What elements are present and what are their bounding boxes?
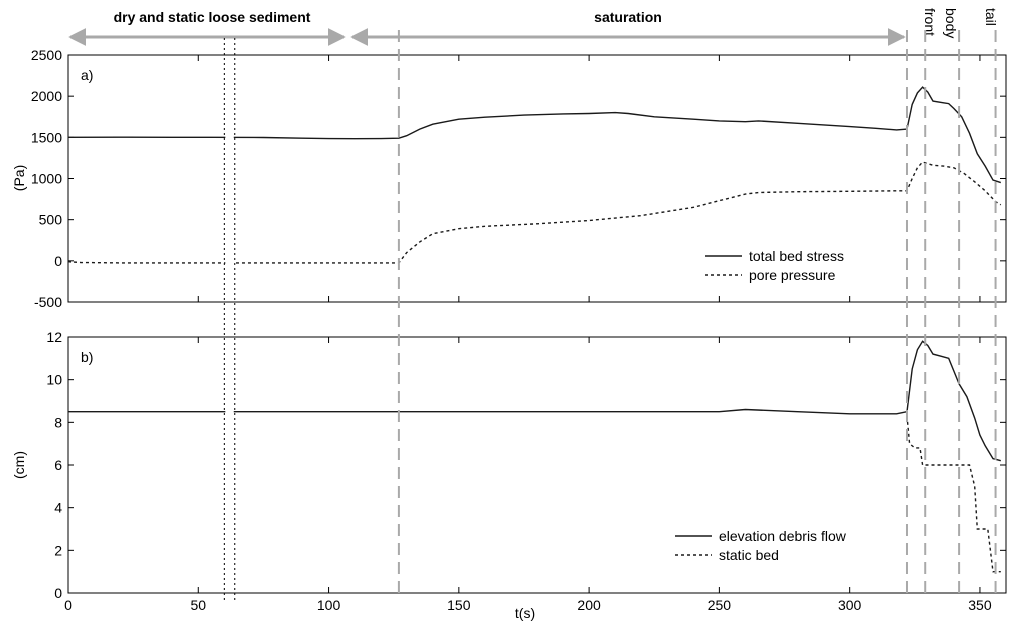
y-tick-label: 0 (54, 585, 62, 601)
panel-a-ticks: -500 0 500 1000 1500 2000 2500 (31, 47, 1006, 310)
y-tick-label: 1500 (31, 129, 62, 145)
legend-elevation-debris-flow: elevation debris flow (719, 528, 847, 544)
legend-total-bed-stress: total bed stress (749, 248, 844, 264)
y-tick-label: 10 (46, 372, 62, 388)
series-static-bed (906, 415, 1001, 573)
y-tick-label: 2 (54, 542, 62, 558)
panel-b-label: b) (81, 349, 93, 365)
x-tick-label: 50 (190, 597, 206, 613)
panel-b-ticks: 0 2 4 6 8 10 12 0 50 100 150 200 250 300 350 (46, 329, 1006, 613)
y-tick-label: 12 (46, 329, 62, 345)
x-tick-label: 300 (838, 597, 862, 613)
series-pore-pressure (67, 161, 1002, 264)
body-phase-label: body (943, 8, 959, 38)
y-tick-label: 0 (54, 253, 62, 269)
tail-phase-label: tail (983, 8, 999, 26)
dry-phase-label: dry and static loose sediment (114, 9, 311, 25)
panel-b-frame (67, 336, 1007, 594)
series-elevation-debris-flow (68, 340, 1001, 462)
panel-b-ylabel: (cm) (11, 451, 27, 479)
y-tick-label: 2500 (31, 47, 62, 63)
front-phase-label: front (922, 8, 938, 36)
phase-boundary-lines (223, 30, 997, 600)
panel-a-label: a) (81, 67, 93, 83)
legend-static-bed: static bed (719, 547, 779, 563)
y-tick-label: 500 (39, 212, 63, 228)
panel-b-series (68, 340, 1001, 573)
y-tick-label: 6 (54, 457, 62, 473)
x-tick-label: 0 (64, 597, 72, 613)
panel-a: -500 0 500 1000 1500 2000 2500 a) (Pa) total b… (11, 47, 1007, 310)
panel-b: 0 2 4 6 8 10 12 0 50 100 150 200 250 300 350 b) (cm) e… (11, 329, 1007, 613)
panel-a-series (67, 86, 1002, 264)
panel-a-ylabel: (Pa) (11, 165, 27, 191)
x-tick-label: 250 (708, 597, 732, 613)
x-tick-label: 350 (968, 597, 992, 613)
y-tick-label: 4 (54, 500, 62, 516)
x-tick-label: 100 (317, 597, 341, 613)
legend-pore-pressure: pore pressure (749, 267, 836, 283)
y-tick-label: 2000 (31, 88, 62, 104)
axis-break-gap (225, 338, 234, 592)
y-tick-label: 1000 (31, 171, 62, 187)
x-axis-label: t(s) (515, 605, 535, 621)
panel-b-legend: elevation debris flow static bed (675, 528, 847, 563)
series-total-bed-stress (67, 86, 1002, 184)
x-tick-label: 200 (577, 597, 601, 613)
x-tick-label: 150 (447, 597, 471, 613)
saturation-phase-label: saturation (594, 9, 662, 25)
y-tick-label: -500 (34, 294, 62, 310)
panel-a-legend: total bed stress pore pressure (705, 248, 844, 283)
axis-break-gap (225, 56, 234, 301)
y-tick-label: 8 (54, 414, 62, 430)
panel-a-frame (67, 54, 1007, 303)
